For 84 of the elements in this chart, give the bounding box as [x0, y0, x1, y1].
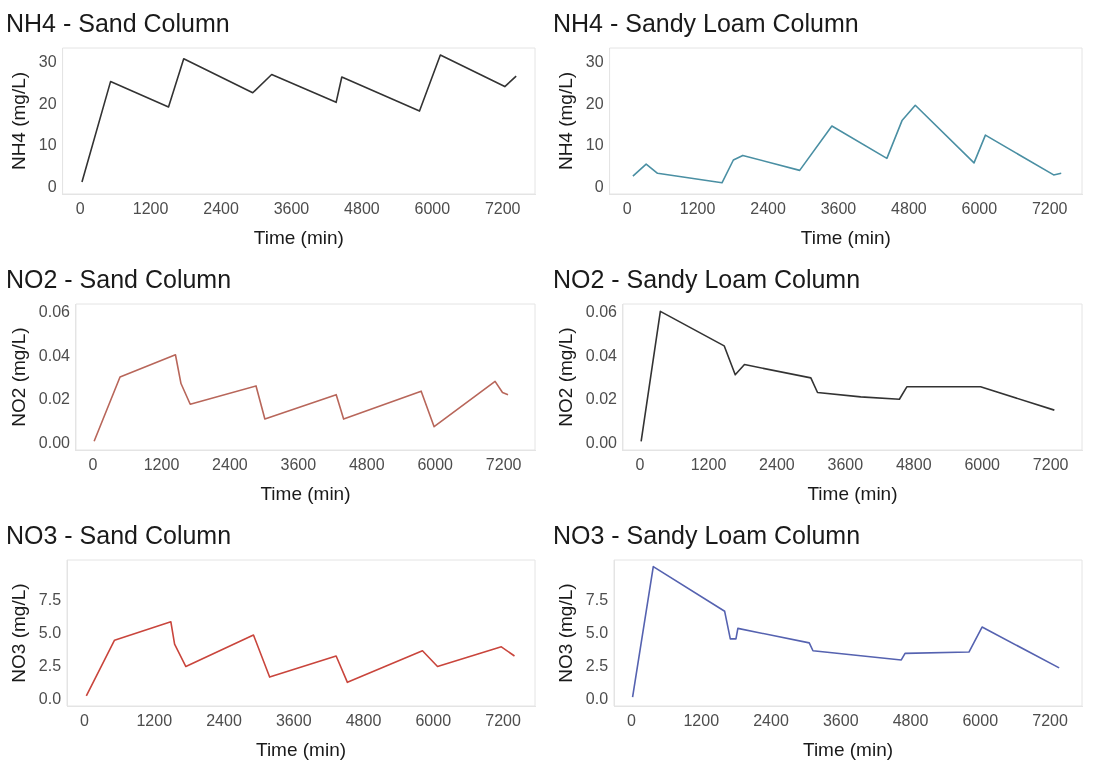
x-tick-label: 6000: [415, 712, 452, 730]
x-tick-label: 6000: [417, 456, 454, 474]
y-axis-title: NO3 (mg/L): [7, 583, 29, 683]
y-tick-label: 2.5: [585, 656, 609, 674]
x-tick-label: 3600: [827, 456, 864, 474]
y-tick-label: 7.5: [585, 591, 609, 609]
x-tick-label: 1200: [136, 712, 173, 730]
x-axis-title: Time (min): [260, 482, 351, 504]
x-tick-label: 4800: [344, 200, 380, 218]
x-tick-label: 0: [627, 712, 637, 730]
x-tick-label: 1200: [679, 200, 716, 218]
chart-title: NH4 - Sandy Loam Column: [553, 8, 859, 37]
x-tick-label: 3600: [275, 712, 312, 730]
y-axis-title: NO2 (mg/L): [554, 327, 576, 427]
y-tick-label: 5.0: [585, 624, 609, 642]
x-tick-label: 2400: [212, 456, 248, 474]
y-tick-label: 0.00: [38, 433, 71, 451]
x-tick-label: 7200: [485, 456, 522, 474]
y-axis-title: NH4 (mg/L): [7, 71, 29, 171]
y-tick-label: 30: [585, 53, 604, 71]
y-tick-label: 0.00: [585, 433, 618, 451]
chart-title: NH4 - Sand Column: [6, 8, 230, 37]
y-tick-label: 0.06: [38, 303, 71, 321]
x-axis-title: Time (min): [253, 226, 344, 248]
x-tick-label: 0: [622, 200, 632, 218]
x-tick-label: 3600: [820, 200, 857, 218]
y-tick-label: 20: [585, 94, 604, 112]
x-axis-title: Time (min): [800, 226, 891, 248]
x-tick-label: 6000: [961, 200, 998, 218]
y-tick-label: 5.0: [38, 624, 62, 642]
x-tick-label: 4800: [895, 456, 932, 474]
chart-title: NO2 - Sandy Loam Column: [553, 264, 861, 293]
x-tick-label: 0: [80, 712, 90, 730]
x-tick-label: 3600: [280, 456, 317, 474]
y-tick-label: 0.0: [585, 689, 609, 707]
y-axis-title: NO3 (mg/L): [554, 583, 576, 683]
x-tick-label: 4800: [892, 712, 929, 730]
y-tick-label: 0.04: [38, 346, 71, 364]
x-tick-label: 6000: [964, 456, 1001, 474]
x-tick-label: 2400: [750, 200, 786, 218]
x-tick-label: 0: [88, 456, 98, 474]
x-tick-label: 0: [75, 200, 85, 218]
y-tick-label: 2.5: [38, 656, 62, 674]
x-tick-label: 3600: [273, 200, 310, 218]
x-tick-label: 2400: [753, 712, 789, 730]
x-tick-label: 6000: [414, 200, 451, 218]
x-tick-label: 2400: [203, 200, 239, 218]
x-tick-label: 1200: [143, 456, 180, 474]
x-tick-label: 4800: [345, 712, 382, 730]
x-tick-label: 7200: [1031, 200, 1068, 218]
x-tick-label: 3600: [822, 712, 859, 730]
x-axis-title: Time (min): [255, 738, 347, 760]
y-tick-label: 10: [38, 136, 57, 154]
y-tick-label: 0: [47, 177, 57, 195]
x-tick-label: 4800: [348, 456, 385, 474]
x-tick-label: 7200: [1032, 456, 1069, 474]
x-tick-label: 1200: [683, 712, 720, 730]
y-tick-label: 0.04: [585, 346, 618, 364]
y-tick-label: 0.06: [585, 303, 618, 321]
x-tick-label: 0: [635, 456, 645, 474]
x-tick-label: 7200: [484, 200, 521, 218]
y-tick-label: 0.0: [38, 689, 62, 707]
x-tick-label: 4800: [891, 200, 927, 218]
y-tick-label: 30: [38, 53, 57, 71]
y-axis-title: NO2 (mg/L): [7, 327, 29, 427]
chart-title: NO2 - Sand Column: [6, 264, 232, 293]
chart-title: NO3 - Sand Column: [6, 520, 232, 549]
x-axis-title: Time (min): [807, 482, 898, 504]
x-tick-label: 2400: [759, 456, 795, 474]
y-axis-title: NH4 (mg/L): [554, 71, 576, 171]
x-tick-label: 1200: [690, 456, 727, 474]
x-tick-label: 7200: [1032, 712, 1068, 730]
y-tick-label: 0: [594, 177, 604, 195]
y-tick-label: 10: [585, 136, 604, 154]
y-tick-label: 0.02: [585, 390, 618, 408]
x-axis-title: Time (min): [802, 738, 894, 760]
x-tick-label: 6000: [962, 712, 999, 730]
x-tick-label: 1200: [132, 200, 169, 218]
x-tick-label: 2400: [206, 712, 242, 730]
x-tick-label: 7200: [485, 712, 521, 730]
y-tick-label: 0.02: [38, 390, 71, 408]
chart-title: NO3 - Sandy Loam Column: [553, 520, 861, 549]
y-tick-label: 20: [38, 94, 57, 112]
y-tick-label: 7.5: [38, 591, 62, 609]
